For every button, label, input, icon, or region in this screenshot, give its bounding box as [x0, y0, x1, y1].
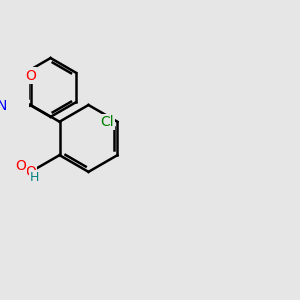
Text: Cl: Cl [100, 115, 114, 129]
Text: O: O [25, 69, 36, 82]
Text: N: N [0, 99, 7, 113]
Text: O: O [25, 165, 36, 179]
Text: H: H [30, 171, 39, 184]
Text: O: O [15, 159, 26, 173]
